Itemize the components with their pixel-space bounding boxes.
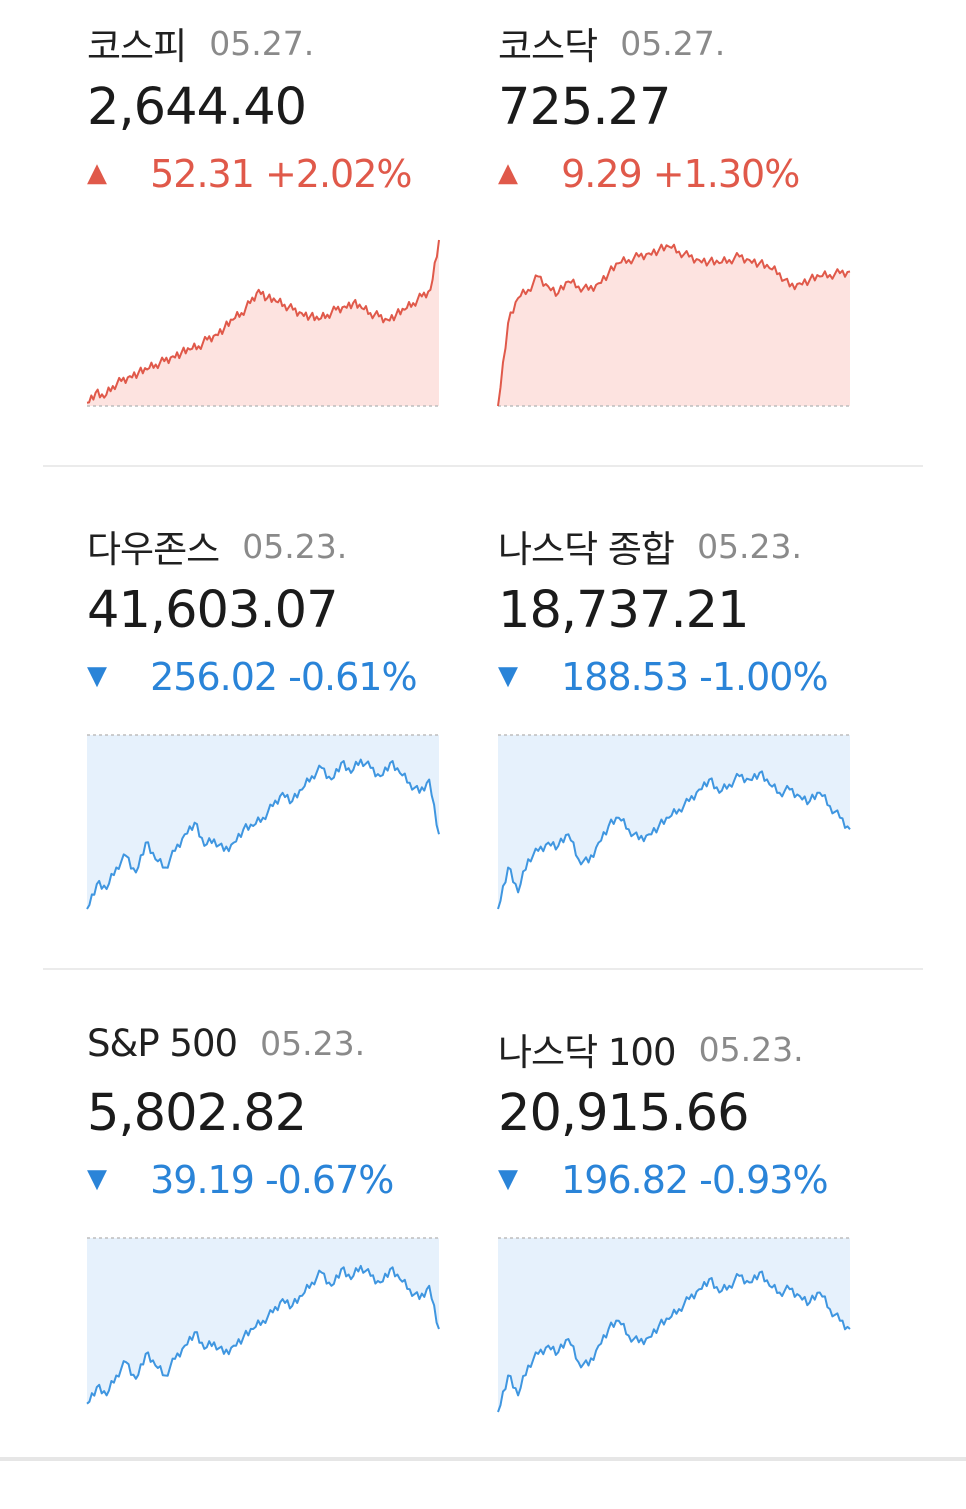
intraday-chart [86, 734, 440, 910]
index-value: 5,802.82 [87, 1084, 307, 1143]
index-card-nasdaq[interactable]: 나스닥 종합 05.23. 18,737.21 ▼ 188.53 -1.00% [497, 503, 898, 1006]
index-card-nasdaq100[interactable]: 나스닥 100 05.23. 20,915.66 ▼ 196.82 -0.93% [497, 1006, 898, 1509]
index-name: 나스닥 100 [498, 1031, 677, 1074]
down-arrow-icon: ▼ [498, 1163, 518, 1194]
index-date: 05.27. [620, 23, 726, 63]
price-line [86, 1264, 440, 1405]
chart-area-fill [498, 1238, 850, 1412]
chart-area-fill [87, 1238, 439, 1404]
index-name: S&P 500 [87, 1022, 238, 1065]
chart-area-fill [87, 735, 439, 909]
index-header: 코스닥 05.27. [498, 16, 726, 69]
section-divider [43, 968, 923, 970]
change-text: 188.53 -1.00% [561, 655, 828, 699]
index-card-kospi[interactable]: 코스피 05.27. 2,644.40 ▲ 52.31 +2.02% [86, 0, 487, 503]
down-arrow-icon: ▼ [498, 660, 518, 691]
index-date: 05.23. [697, 526, 803, 566]
price-line [86, 758, 440, 910]
index-change: ▼ 39.19 -0.67% [87, 1158, 394, 1202]
bottom-edge [0, 1457, 966, 1461]
intraday-chart [497, 1237, 851, 1413]
index-card-dow[interactable]: 다우존스 05.23. 41,603.07 ▼ 256.02 -0.61% [86, 503, 487, 1006]
index-row-1: 코스피 05.27. 2,644.40 ▲ 52.31 +2.02% 코스닥 0… [0, 0, 966, 503]
index-date: 05.23. [260, 1024, 366, 1063]
index-card-kosdaq[interactable]: 코스닥 05.27. 725.27 ▲ 9.29 +1.30% [497, 0, 898, 503]
index-change: ▼ 196.82 -0.93% [498, 1158, 829, 1202]
price-line [497, 770, 851, 910]
change-text: 52.31 +2.02% [150, 152, 412, 196]
chart-area-fill [498, 244, 850, 406]
index-change: ▲ 9.29 +1.30% [498, 152, 800, 196]
change-text: 256.02 -0.61% [150, 655, 417, 699]
index-change: ▼ 256.02 -0.61% [87, 655, 418, 699]
price-line [86, 239, 440, 404]
index-header: 코스피 05.27. [87, 16, 315, 69]
down-arrow-icon: ▼ [87, 1163, 107, 1194]
index-value: 725.27 [498, 78, 671, 137]
price-line [497, 1270, 851, 1413]
down-arrow-icon: ▼ [87, 660, 107, 691]
price-line [497, 243, 851, 407]
index-header: 나스닥 100 05.23. [498, 1022, 804, 1075]
index-header: 다우존스 05.23. [87, 519, 348, 572]
index-change: ▼ 188.53 -1.00% [498, 655, 829, 699]
index-header: S&P 500 05.23. [87, 1022, 365, 1068]
index-card-sp500[interactable]: S&P 500 05.23. 5,802.82 ▼ 39.19 -0.67% [86, 1006, 487, 1509]
index-name: 다우존스 [87, 528, 220, 571]
up-arrow-icon: ▲ [498, 157, 518, 188]
index-value: 41,603.07 [87, 581, 339, 640]
index-name: 코스닥 [498, 25, 598, 68]
intraday-chart [86, 1237, 440, 1405]
intraday-chart [497, 243, 851, 407]
index-value: 2,644.40 [87, 78, 307, 137]
index-change: ▲ 52.31 +2.02% [87, 152, 413, 196]
index-date: 05.23. [698, 1029, 804, 1069]
change-text: 39.19 -0.67% [150, 1158, 394, 1202]
index-name: 나스닥 종합 [498, 528, 675, 571]
index-row-3: S&P 500 05.23. 5,802.82 ▼ 39.19 -0.67% 나… [0, 1006, 966, 1509]
chart-area-fill [87, 240, 439, 406]
index-value: 18,737.21 [498, 581, 750, 640]
index-name: 코스피 [87, 25, 187, 68]
up-arrow-icon: ▲ [87, 157, 107, 188]
change-text: 9.29 +1.30% [561, 152, 800, 196]
index-value: 20,915.66 [498, 1084, 750, 1143]
index-date: 05.23. [242, 526, 348, 566]
intraday-chart [497, 734, 851, 910]
index-header: 나스닥 종합 05.23. [498, 519, 803, 572]
section-divider [43, 465, 923, 467]
index-row-2: 다우존스 05.23. 41,603.07 ▼ 256.02 -0.61% 나스… [0, 503, 966, 1006]
change-text: 196.82 -0.93% [561, 1158, 828, 1202]
index-date: 05.27. [209, 23, 315, 63]
intraday-chart [86, 239, 440, 407]
chart-area-fill [498, 735, 850, 909]
